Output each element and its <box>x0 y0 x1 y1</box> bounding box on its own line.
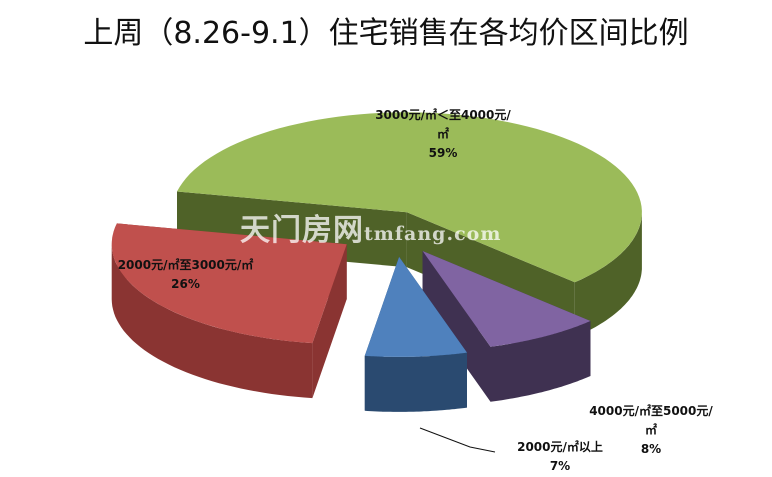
watermark-logo: 天门房网tmfang.com <box>240 213 502 248</box>
slice-outer-wall <box>111 244 313 399</box>
pie-slice-1 <box>422 251 591 347</box>
chart-title: 上周（8.26-9.1）住宅销售在各均价区间比例 <box>83 16 689 51</box>
slice-value-label: 7% <box>549 459 571 473</box>
slice-label-text: 3000元/㎡＜至4000元/㎡ <box>375 108 511 141</box>
pie-slice-0 <box>177 112 642 283</box>
slice-label-text: 2000元/㎡以上 <box>517 440 603 454</box>
slice-value-label: 26% <box>171 277 200 291</box>
slice-label-red: 2000元/㎡至3000元/㎡ 26% <box>108 256 263 294</box>
slice-label-purple: 4000元/㎡至5000元/㎡ 8% <box>576 402 726 459</box>
pie-slice-3 <box>111 223 347 344</box>
slice-outer-wall <box>490 321 591 402</box>
leader-line <box>419 427 496 453</box>
slice-label-text: 4000元/㎡至5000元/㎡ <box>589 404 713 437</box>
slice-label-text: 2000元/㎡至3000元/㎡ <box>117 258 254 272</box>
slice-side-wall <box>422 251 491 402</box>
slice-label-blue: 2000元/㎡以上 7% <box>490 438 630 476</box>
slice-value-label: 59% <box>428 146 458 160</box>
slice-value-label: 8% <box>640 442 662 456</box>
slice-outer-wall <box>574 212 642 338</box>
slice-outer-wall <box>364 352 467 412</box>
pie-slice-2 <box>364 256 467 357</box>
slice-label-green: 3000元/㎡＜至4000元/㎡ 59% <box>368 106 518 163</box>
